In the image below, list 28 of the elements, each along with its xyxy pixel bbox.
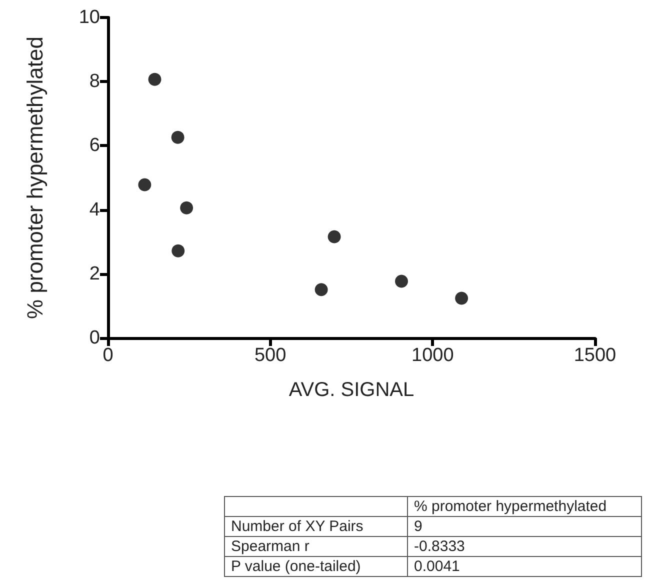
y-tick-label: 8 (89, 71, 100, 92)
text: P value (one-tailed) (224, 556, 408, 576)
point (171, 130, 184, 144)
text: 9 (408, 516, 642, 536)
point (395, 274, 408, 288)
y-tick-label: 2 (89, 263, 100, 284)
text: % promoter hypermethylated (408, 496, 642, 516)
y-tick-label: 0 (89, 328, 100, 348)
y-axis-title: % promoter hypermethylated (22, 36, 48, 319)
point (328, 230, 341, 244)
point (455, 292, 468, 305)
y-tick-label: 6 (89, 135, 100, 156)
x-tick-label: 1500 (574, 345, 616, 366)
text: Spearman r (224, 536, 408, 556)
x-axis-title: AVG. SIGNAL (288, 379, 414, 401)
point (314, 283, 328, 296)
text: Number of XY Pairs (224, 516, 408, 536)
point (180, 201, 194, 214)
text: 0.0041 (408, 556, 642, 576)
point (138, 178, 152, 192)
x-tick-label: 500 (254, 345, 286, 366)
y-tick-label: 10 (78, 7, 100, 28)
point (148, 72, 162, 86)
text: -0.8333 (408, 536, 642, 556)
x-tick-label: 1000 (412, 345, 454, 366)
y-tick-label: 4 (89, 199, 100, 220)
point (172, 244, 185, 258)
x-tick-label: 0 (102, 345, 114, 366)
